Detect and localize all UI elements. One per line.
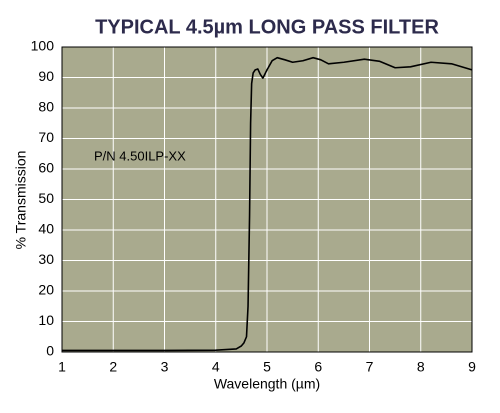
y-tick-label: 50 bbox=[38, 190, 54, 206]
x-tick-label: 1 bbox=[58, 359, 66, 375]
y-tick-label: 20 bbox=[38, 282, 54, 298]
x-axis-label: Wavelength (µm) bbox=[214, 376, 320, 392]
x-tick-label: 2 bbox=[109, 359, 117, 375]
y-tick-label: 10 bbox=[38, 312, 54, 328]
x-tick-label: 9 bbox=[468, 359, 476, 375]
y-tick-label: 40 bbox=[38, 221, 54, 237]
annotation: P/N 4.50ILP-XX bbox=[94, 148, 186, 163]
x-tick-label: 5 bbox=[263, 359, 271, 375]
y-tick-label: 60 bbox=[38, 160, 54, 176]
y-tick-label: 70 bbox=[38, 129, 54, 145]
chart-title: TYPICAL 4.5µm LONG PASS FILTER bbox=[95, 16, 439, 38]
y-tick-label: 90 bbox=[38, 68, 54, 84]
y-tick-label: 30 bbox=[38, 251, 54, 267]
y-tick-label: 100 bbox=[31, 38, 55, 54]
x-tick-label: 4 bbox=[212, 359, 220, 375]
x-tick-label: 7 bbox=[366, 359, 374, 375]
y-axis-label: % Transmission bbox=[13, 151, 29, 250]
x-tick-label: 6 bbox=[314, 359, 322, 375]
x-tick-label: 3 bbox=[161, 359, 169, 375]
plot-border bbox=[61, 46, 473, 353]
y-tick-label: 0 bbox=[46, 343, 54, 359]
y-tick-label: 80 bbox=[38, 99, 54, 115]
x-tick-label: 8 bbox=[417, 359, 425, 375]
line bbox=[62, 56, 473, 352]
